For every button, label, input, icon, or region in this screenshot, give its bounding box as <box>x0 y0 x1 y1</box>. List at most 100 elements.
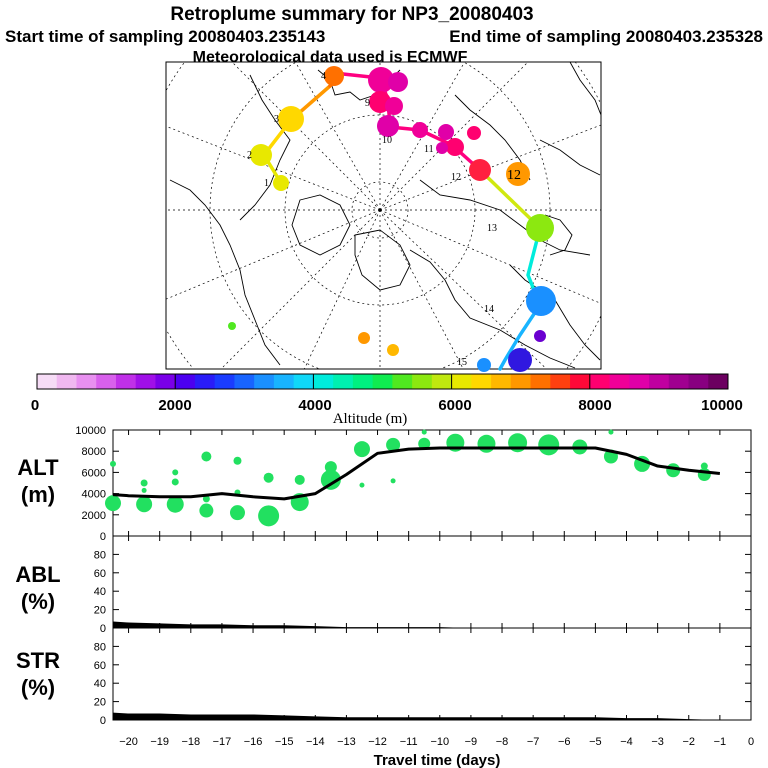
colorbar-swatch <box>392 374 413 389</box>
abl-y-tick-label: 60 <box>94 568 106 580</box>
alt-cluster-dot <box>418 437 431 450</box>
alt-cluster-dot <box>229 505 245 521</box>
alt-cluster-dot <box>202 495 210 503</box>
str-title: STR <box>16 648 60 673</box>
alt-cluster-dot <box>105 495 121 512</box>
str-y-tick-label: 40 <box>94 678 106 690</box>
alt-y-tick-label: 2000 <box>82 510 106 522</box>
colorbar-swatch <box>273 374 295 389</box>
alt-y-tick-label: 10000 <box>75 425 106 437</box>
map-path-labels: 1 2 3 4 9 10 11 12 13 14 15 12 <box>247 71 521 368</box>
colorbar-tick-label: 10000 <box>701 397 743 414</box>
str-y-tick-label: 20 <box>94 697 106 709</box>
abl-area-series <box>113 621 720 628</box>
colorbar-swatch <box>293 374 314 389</box>
altitude-colorbar: 0 2000 4000 6000 8000 10000 <box>31 373 743 414</box>
alt-cluster-dot <box>359 482 365 488</box>
alt-mean-series <box>112 446 721 501</box>
str-area <box>113 712 720 720</box>
colorbar-swatch <box>688 374 709 389</box>
alt-cluster-dot <box>201 451 212 462</box>
x-tick-label: −16 <box>244 736 263 748</box>
start-time: Start time of sampling 20080403.235143 <box>5 27 325 46</box>
alt-mean-line <box>112 446 721 501</box>
x-tick-label: −12 <box>368 736 387 748</box>
alt-cluster-dot <box>199 503 214 518</box>
colorbar-tick-label: 6000 <box>438 397 471 414</box>
colorbar-swatch <box>629 374 650 389</box>
colorbar-swatch <box>412 374 433 389</box>
colorbar-swatch <box>96 374 117 389</box>
colorbar-swatch <box>431 374 453 389</box>
alt-y-tick-label: 0 <box>100 531 106 543</box>
colorbar-swatch <box>451 374 472 389</box>
alt-cluster-dot <box>390 478 396 484</box>
alt-cluster-dot <box>258 505 280 527</box>
colorbar-swatch <box>175 374 196 389</box>
x-tick-label: −3 <box>651 736 664 748</box>
x-tick-label: −6 <box>558 736 571 748</box>
colorbar-swatch <box>550 374 571 389</box>
alt-y-ticks: 0 2000 4000 6000 8000 10000 <box>75 425 751 543</box>
alt-units: (m) <box>21 482 55 507</box>
x-tick-label: −13 <box>337 736 356 748</box>
str-y-ticks: 0 20 40 60 80 <box>94 628 751 727</box>
colorbar-swatch <box>510 374 532 389</box>
alt-cluster-dot <box>171 478 179 486</box>
str-y-tick-label: 60 <box>94 660 106 672</box>
str-panel: STR (%) 0 20 40 60 80 <box>16 627 752 727</box>
alt-cluster-dot <box>263 472 274 483</box>
colorbar-swatch <box>372 374 393 389</box>
colorbar-swatch <box>570 374 591 389</box>
alt-cluster-dot <box>140 479 148 487</box>
alt-y-tick-label: 4000 <box>82 489 106 501</box>
alt-cluster-dot <box>608 429 614 435</box>
x-axis-label: Travel time (days) <box>374 752 501 768</box>
figure-title: Retroplume summary for NP3_20080403 <box>170 4 533 25</box>
alt-cluster-dot <box>477 434 496 453</box>
alt-cluster-dot <box>538 434 560 456</box>
colorbar-swatch <box>668 374 690 389</box>
colorbar-swatch <box>135 374 156 389</box>
map-label-12: 12 <box>451 172 461 183</box>
alt-cluster-dot <box>353 441 370 458</box>
colorbar-swatch <box>76 374 97 389</box>
abl-y-tick-label: 80 <box>94 549 106 561</box>
map-label-9: 9 <box>365 98 370 109</box>
colorbar-swatch <box>649 374 670 389</box>
map-label-11: 11 <box>424 144 434 155</box>
colorbar-tick-label: 0 <box>31 397 39 414</box>
alt-panel: ALT (m) 0 2000 4000 6000 8000 10000 <box>17 425 752 543</box>
str-y-tick-label: 0 <box>100 715 106 727</box>
abl-y-tick-label: 0 <box>100 623 106 635</box>
colorbar-swatch <box>214 374 235 389</box>
alt-y-tick-label: 8000 <box>82 446 106 458</box>
abl-y-ticks: 0 20 40 60 80 <box>94 536 751 635</box>
x-tick-label: −11 <box>400 736 418 748</box>
alt-cluster-dot <box>320 469 341 490</box>
map-label-4: 4 <box>321 71 326 82</box>
alt-cluster-dot <box>233 456 242 465</box>
colorbar-swatch <box>471 374 492 389</box>
colorbar-swatch <box>609 374 630 389</box>
colorbar-swatch <box>708 374 729 389</box>
x-tick-label: −5 <box>589 736 602 748</box>
colorbar-tick-label: 2000 <box>158 397 191 414</box>
coastlines <box>169 62 601 369</box>
alt-cluster-dot <box>324 461 337 474</box>
colorbar-swatch <box>115 374 137 389</box>
map-label-1: 1 <box>264 178 269 189</box>
alt-cluster-dot <box>110 460 116 467</box>
abl-panel: ABL (%) 0 20 40 60 80 <box>15 535 752 635</box>
x-tick-label: 0 <box>748 736 754 748</box>
alt-y-tick-label: 6000 <box>82 467 106 479</box>
alt-cluster-dot <box>172 469 179 476</box>
x-tick-label: −1 <box>714 736 727 748</box>
colorbar-tick-label: 8000 <box>578 397 611 414</box>
alt-cluster-dot <box>421 429 427 435</box>
colorbar-swatch <box>155 374 176 389</box>
colorbar-swatch <box>37 374 58 389</box>
alt-cluster-dot <box>386 437 401 452</box>
map-label-13: 13 <box>487 223 497 234</box>
